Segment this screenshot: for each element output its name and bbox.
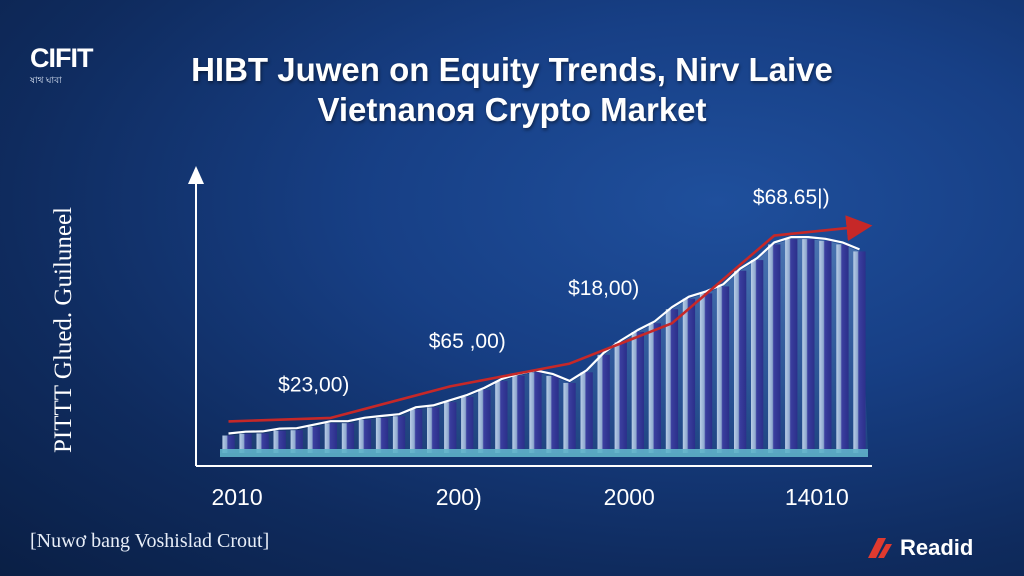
x-tick-labels: 2010 200) 2000 14010 [211, 484, 848, 510]
bar [222, 435, 235, 453]
bar [802, 239, 815, 453]
bar [290, 430, 303, 453]
bar [682, 298, 696, 453]
bar [665, 309, 679, 453]
brand: Readid [866, 535, 973, 561]
y-axis-arrow [188, 166, 204, 184]
logo-sub-text: ষাথ ঘাবা [30, 75, 62, 85]
bar [699, 293, 713, 453]
bar [495, 381, 508, 453]
bar [648, 323, 661, 453]
bar [307, 426, 320, 453]
bar [751, 260, 764, 453]
x-tick-label: 2010 [211, 484, 262, 510]
bar [273, 430, 286, 453]
bar [580, 372, 593, 453]
bar [836, 244, 849, 453]
data-label: $23,00) [278, 374, 349, 397]
data-label: $18,00) [568, 277, 639, 300]
bar [768, 244, 781, 453]
logo-main-text: CIFIT [30, 43, 93, 73]
bar [597, 354, 610, 453]
x-tick-label: 2000 [604, 484, 655, 510]
outline-series [228, 236, 860, 435]
bar [239, 433, 252, 453]
bar [716, 286, 730, 453]
bar [785, 239, 798, 453]
bar [512, 375, 525, 453]
logo: CIFIT ষাথ ঘাবা [30, 44, 93, 88]
bar [734, 270, 747, 453]
bar [563, 382, 576, 453]
bar [444, 402, 457, 453]
bar [392, 416, 406, 453]
trend-line [228, 215, 873, 423]
bar-series [220, 239, 868, 457]
bar [341, 423, 355, 453]
bar [410, 409, 423, 453]
bar [546, 375, 559, 453]
bar [631, 332, 644, 453]
bar [529, 372, 542, 453]
chart-title-line-2: Vietnanoя Crypto Market [317, 91, 707, 128]
slash-logo-icon [868, 538, 892, 558]
bar-base-strip [220, 449, 868, 457]
data-label: $65 ,00) [429, 330, 506, 353]
source-caption: [Nuwơ bang Voshislad Crout] [30, 530, 270, 552]
outline-line [228, 236, 860, 435]
x-tick-label: 14010 [785, 484, 849, 510]
bar [427, 407, 440, 453]
trend-series [228, 215, 873, 423]
bar [614, 342, 627, 453]
x-tick-label: 200) [436, 484, 482, 510]
bar [478, 389, 491, 453]
bar [256, 433, 269, 453]
data-label: $68.65|) [753, 186, 830, 209]
chart-title-line-1: HIBT Juwen on Equity Trends, Nirv Laive [191, 51, 833, 88]
bar [358, 419, 372, 453]
brand-name: Readid [900, 535, 974, 560]
bar [324, 423, 337, 453]
bar [375, 417, 389, 453]
axes [188, 166, 872, 467]
bar [461, 396, 474, 453]
bar [853, 251, 866, 453]
chart-title: HIBT Juwen on Equity Trends, Nirv Laive … [0, 50, 1024, 130]
annotations: $23,00) $65 ,00) $18,00) $68.65|) [278, 186, 829, 397]
bar [819, 240, 832, 453]
